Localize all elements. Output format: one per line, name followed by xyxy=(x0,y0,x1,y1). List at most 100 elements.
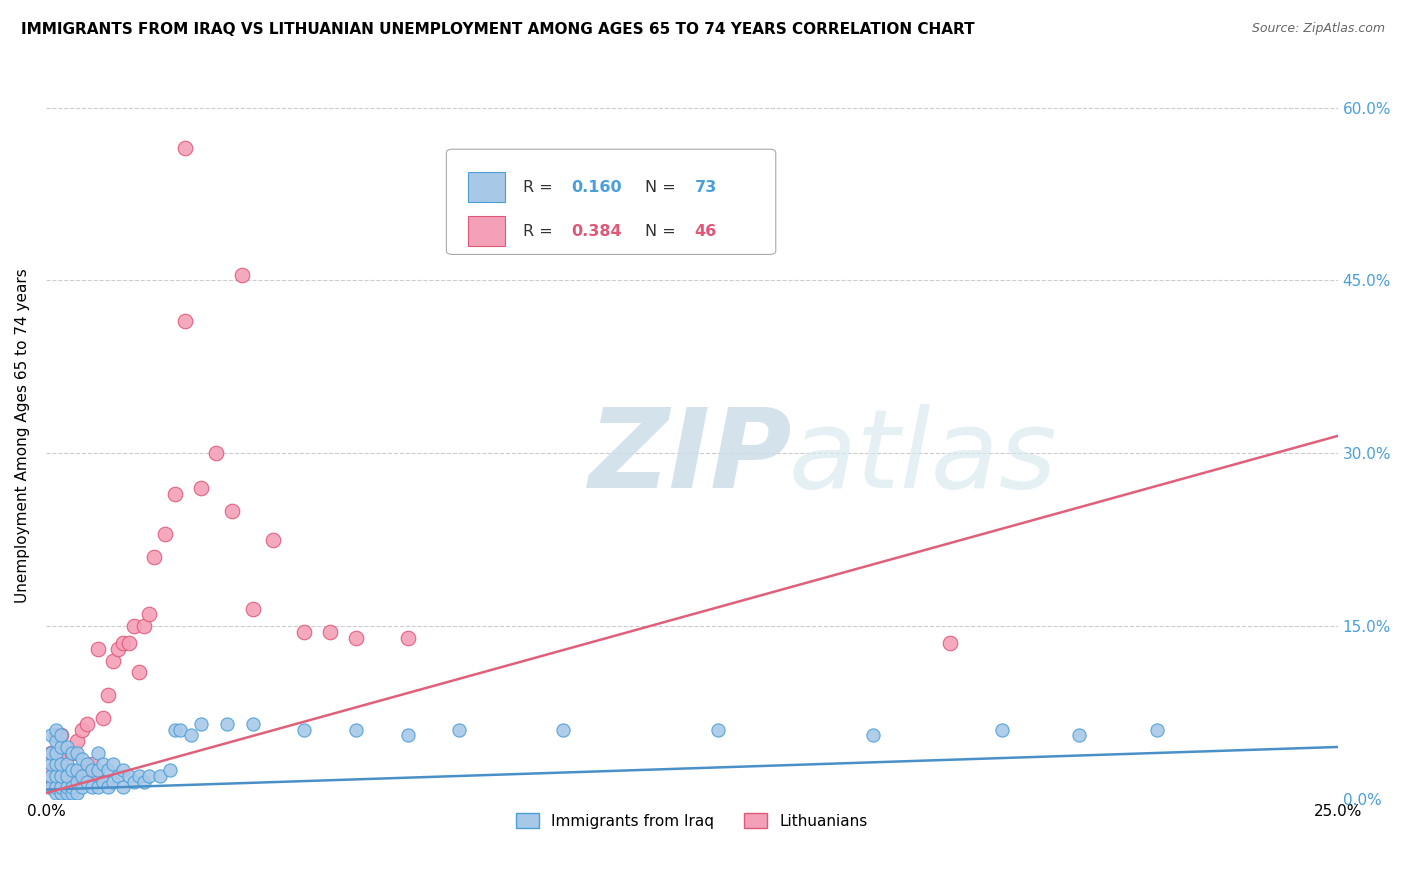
Point xyxy=(939,636,962,650)
Point xyxy=(66,734,89,748)
Point xyxy=(112,763,135,777)
Point xyxy=(55,757,77,772)
Point xyxy=(39,746,62,760)
Point xyxy=(86,642,108,657)
Point xyxy=(45,746,67,760)
Point xyxy=(66,746,89,760)
Bar xyxy=(468,172,505,202)
Point xyxy=(165,486,187,500)
Point xyxy=(76,763,98,777)
Point xyxy=(86,763,108,777)
Point xyxy=(107,769,129,783)
Text: 0.384: 0.384 xyxy=(572,224,623,239)
Point xyxy=(117,769,139,783)
Point xyxy=(86,780,108,795)
Point xyxy=(221,504,243,518)
Point xyxy=(117,636,139,650)
Point xyxy=(1146,723,1168,737)
Point xyxy=(134,619,156,633)
Point xyxy=(112,780,135,795)
Point xyxy=(344,723,367,737)
Point xyxy=(70,769,93,783)
Point xyxy=(134,774,156,789)
Point xyxy=(991,723,1014,737)
Y-axis label: Unemployment Among Ages 65 to 74 years: Unemployment Among Ages 65 to 74 years xyxy=(15,268,30,603)
Point xyxy=(82,757,104,772)
Point xyxy=(107,642,129,657)
Point xyxy=(174,141,197,155)
Point xyxy=(97,780,120,795)
Text: R =: R = xyxy=(523,224,557,239)
Point xyxy=(60,746,83,760)
Point xyxy=(862,729,884,743)
Point xyxy=(45,786,67,800)
Point xyxy=(60,786,83,800)
Point xyxy=(45,769,67,783)
Point xyxy=(55,780,77,795)
Point xyxy=(101,757,124,772)
Point xyxy=(82,780,104,795)
Point xyxy=(60,746,83,760)
Point xyxy=(60,780,83,795)
Point xyxy=(231,268,253,282)
Point xyxy=(396,631,419,645)
Point xyxy=(122,774,145,789)
Point xyxy=(97,688,120,702)
Point xyxy=(706,723,728,737)
Point xyxy=(70,769,93,783)
Point xyxy=(101,774,124,789)
Point xyxy=(45,723,67,737)
Point xyxy=(39,757,62,772)
Text: 46: 46 xyxy=(695,224,717,239)
Point xyxy=(76,757,98,772)
Text: 0.160: 0.160 xyxy=(572,179,623,194)
Point xyxy=(174,314,197,328)
Point xyxy=(86,746,108,760)
Point xyxy=(91,711,114,725)
Point xyxy=(55,786,77,800)
Point xyxy=(97,763,120,777)
Text: N =: N = xyxy=(645,179,681,194)
Point xyxy=(86,769,108,783)
Point xyxy=(55,769,77,783)
Text: Source: ZipAtlas.com: Source: ZipAtlas.com xyxy=(1251,22,1385,36)
Point xyxy=(319,624,342,639)
Point xyxy=(76,774,98,789)
Point xyxy=(292,624,315,639)
Point xyxy=(205,446,228,460)
Point xyxy=(39,763,62,777)
Point xyxy=(149,769,172,783)
Point xyxy=(190,481,212,495)
Bar xyxy=(468,216,505,246)
Point xyxy=(55,739,77,754)
Point xyxy=(449,723,471,737)
Point xyxy=(39,780,62,795)
Point xyxy=(51,757,73,772)
Point xyxy=(51,780,73,795)
Point xyxy=(60,774,83,789)
Point xyxy=(138,769,160,783)
Point xyxy=(153,526,176,541)
Point xyxy=(138,607,160,622)
Point xyxy=(91,757,114,772)
Point xyxy=(1069,729,1091,743)
Point xyxy=(51,769,73,783)
Point xyxy=(51,729,73,743)
Point xyxy=(45,729,67,743)
Point xyxy=(169,723,191,737)
Point xyxy=(292,723,315,737)
Point xyxy=(122,619,145,633)
Point xyxy=(82,763,104,777)
Point xyxy=(45,757,67,772)
Text: ZIP: ZIP xyxy=(589,404,792,511)
Point xyxy=(39,780,62,795)
Point xyxy=(165,723,187,737)
Text: 73: 73 xyxy=(695,179,717,194)
Point xyxy=(51,739,73,754)
Point xyxy=(242,601,264,615)
Point xyxy=(215,717,238,731)
Point xyxy=(66,769,89,783)
Point xyxy=(190,717,212,731)
Text: IMMIGRANTS FROM IRAQ VS LITHUANIAN UNEMPLOYMENT AMONG AGES 65 TO 74 YEARS CORREL: IMMIGRANTS FROM IRAQ VS LITHUANIAN UNEMP… xyxy=(21,22,974,37)
Point xyxy=(55,746,77,760)
